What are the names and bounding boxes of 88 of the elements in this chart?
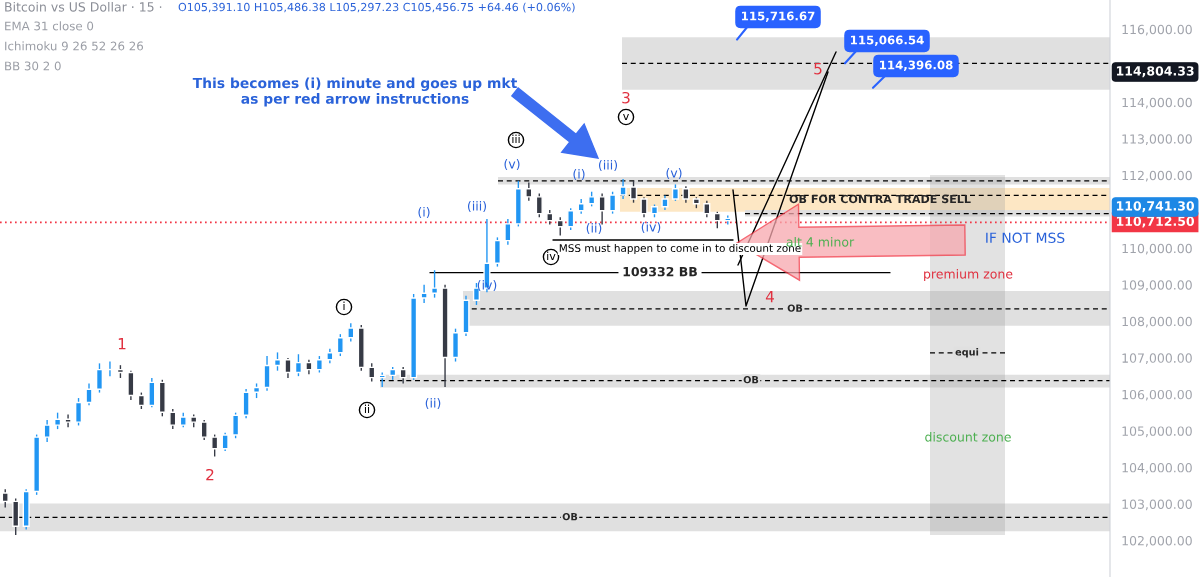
candlestick — [221, 432, 229, 452]
y-tick-label: 114,000.00 — [1122, 97, 1192, 109]
ref-line-label: 109332 BB — [623, 266, 697, 277]
y-tick-label: 110,000.00 — [1122, 243, 1192, 255]
annotation: v — [623, 113, 629, 121]
candlestick — [95, 362, 104, 394]
annotation: This becomes (i) minute and goes up mkt as per red arrow instructions — [192, 77, 517, 107]
annotation: (i) — [418, 206, 430, 219]
annotation: premium zone — [924, 268, 1013, 282]
annotation: (v) — [666, 167, 682, 180]
candlestick — [74, 397, 83, 427]
candlestick — [535, 192, 543, 218]
candlestick — [200, 419, 208, 441]
candlestick — [420, 284, 428, 304]
candlestick — [273, 351, 282, 372]
candlestick — [347, 322, 355, 343]
ref-line-label: 110,712.50 — [1116, 216, 1195, 228]
annotation: (ii) — [425, 397, 441, 410]
candlestick — [232, 411, 240, 439]
candlestick — [368, 362, 376, 383]
annotation: iii — [512, 134, 520, 144]
candlestick — [504, 218, 512, 246]
candlestick — [85, 382, 93, 407]
annotation: 4 — [765, 291, 774, 303]
candlestick — [263, 355, 271, 392]
candlestick — [609, 191, 617, 215]
candlestick — [525, 181, 533, 202]
annotation: (iv) — [641, 221, 661, 234]
annotation: 115,716.67 — [741, 11, 815, 22]
candlestick — [43, 419, 51, 443]
annotation: 2 — [206, 468, 214, 481]
candlestick — [629, 180, 638, 204]
annotation: 114,396.08 — [879, 60, 953, 71]
annotation: BB 30 2 0 — [5, 61, 61, 71]
text: 110,741.30 — [1116, 201, 1195, 213]
ref-line-label: OB — [562, 512, 578, 521]
y-tick-label: 108,000.00 — [1122, 316, 1192, 328]
y-tick-label: 116,000.00 — [1122, 24, 1192, 36]
candlestick — [284, 357, 292, 379]
candlestick — [336, 333, 344, 357]
candlestick — [127, 369, 135, 401]
band-label: OB FOR CONTRA TRADE SELL — [789, 194, 971, 204]
annotation: EMA 31 close 0 — [5, 21, 94, 31]
ref-line-label: equi — [955, 348, 979, 358]
y-tick-label: 104,000.00 — [1122, 462, 1192, 474]
annotation: (iii) — [467, 200, 487, 213]
annotation: 5 — [814, 63, 822, 75]
candlestick — [169, 408, 177, 430]
candlestick — [64, 413, 72, 428]
candlestick — [242, 388, 250, 419]
candlestick — [567, 207, 575, 231]
chart-subtitle: O105,391.10 H105,486.38 L105,297.23 C105,456.75 +64.46 (+0.06%) — [178, 2, 575, 13]
candlestick — [556, 216, 564, 237]
chart-title: Bitcoin vs US Dollar · 15 · — [5, 1, 162, 12]
annotation: (iii) — [598, 159, 618, 172]
candlestick — [640, 196, 648, 218]
y-tick-label: 103,000.00 — [1122, 499, 1192, 511]
annotation: iv — [547, 251, 556, 261]
candlestick — [493, 236, 501, 268]
text: 114,804.33 — [1116, 66, 1194, 78]
ref-line-label: OB — [787, 304, 803, 312]
annotation: (iv) — [477, 279, 497, 292]
candlestick — [294, 353, 303, 377]
annotation: i — [343, 301, 345, 311]
y-tick-label: 102,000.00 — [1122, 535, 1192, 547]
annotation: 115,066.54 — [850, 35, 924, 46]
y-tick-label: 113,000.00 — [1122, 134, 1192, 145]
candlestick — [619, 178, 627, 200]
annotation: ii — [364, 404, 370, 414]
candlestick — [148, 377, 156, 408]
y-tick-label: 105,000.00 — [1122, 426, 1192, 438]
annotation: 1 — [118, 338, 126, 350]
annotation: IF NOT MSS — [986, 232, 1065, 244]
y-tick-label: 112,000.00 — [1122, 170, 1192, 182]
candlestick — [431, 269, 439, 299]
candlestick — [1, 488, 9, 509]
annotation: (ii) — [586, 222, 602, 235]
annotation: (v) — [504, 158, 520, 171]
annotation: 3 — [622, 91, 630, 104]
candlestick — [211, 433, 219, 458]
annotation: discount zone — [925, 431, 1011, 442]
annotation: (i) — [573, 168, 585, 181]
candlestick — [106, 360, 114, 377]
ref-line-label: OB — [743, 375, 759, 384]
annotation: Ichimoku 9 26 52 26 26 — [5, 41, 144, 51]
y-tick-label: 107,000.00 — [1122, 353, 1192, 365]
y-tick-label: 109,000.00 — [1122, 280, 1192, 292]
y-tick-label: 106,000.00 — [1122, 389, 1192, 401]
